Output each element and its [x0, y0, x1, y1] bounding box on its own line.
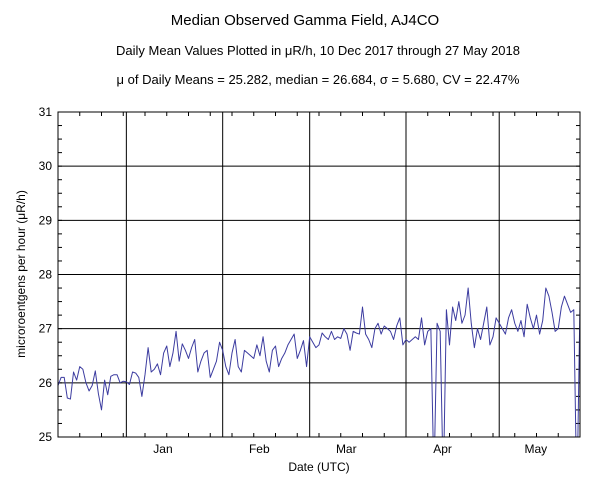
chart-title: Median Observed Gamma Field, AJ4CO [171, 12, 439, 29]
y-tick-label: 26 [39, 376, 53, 390]
chart-subtitle-stats: μ of Daily Means = 25.282, median = 26.6… [117, 72, 520, 87]
y-tick-label: 31 [39, 105, 53, 119]
y-tick-label: 30 [39, 159, 53, 173]
x-axis-ticks: Jan Feb Mar Apr May [57, 112, 581, 456]
x-tick-label: Jan [153, 442, 172, 456]
plot-clip-group [58, 287, 580, 437]
y-axis-ticks: 25 26 27 28 29 30 31 [39, 105, 580, 444]
plot-frame [57, 111, 581, 438]
grid-lines [58, 111, 580, 438]
series-line-0 [58, 287, 580, 437]
chart-subtitle-period: Daily Mean Values Plotted in μR/h, 10 De… [116, 43, 520, 58]
x-axis-label: Date (UTC) [288, 460, 349, 474]
y-axis-label: microroentgens per hour (μR/h) [14, 190, 28, 358]
x-tick-label: Apr [433, 442, 452, 456]
y-tick-label: 28 [39, 268, 53, 282]
y-tick-label: 27 [39, 322, 53, 336]
y-tick-label: 25 [39, 430, 53, 444]
x-tick-label: Mar [336, 442, 357, 456]
x-tick-label: Feb [249, 442, 270, 456]
x-tick-label: May [524, 442, 547, 456]
y-tick-label: 29 [39, 213, 53, 227]
